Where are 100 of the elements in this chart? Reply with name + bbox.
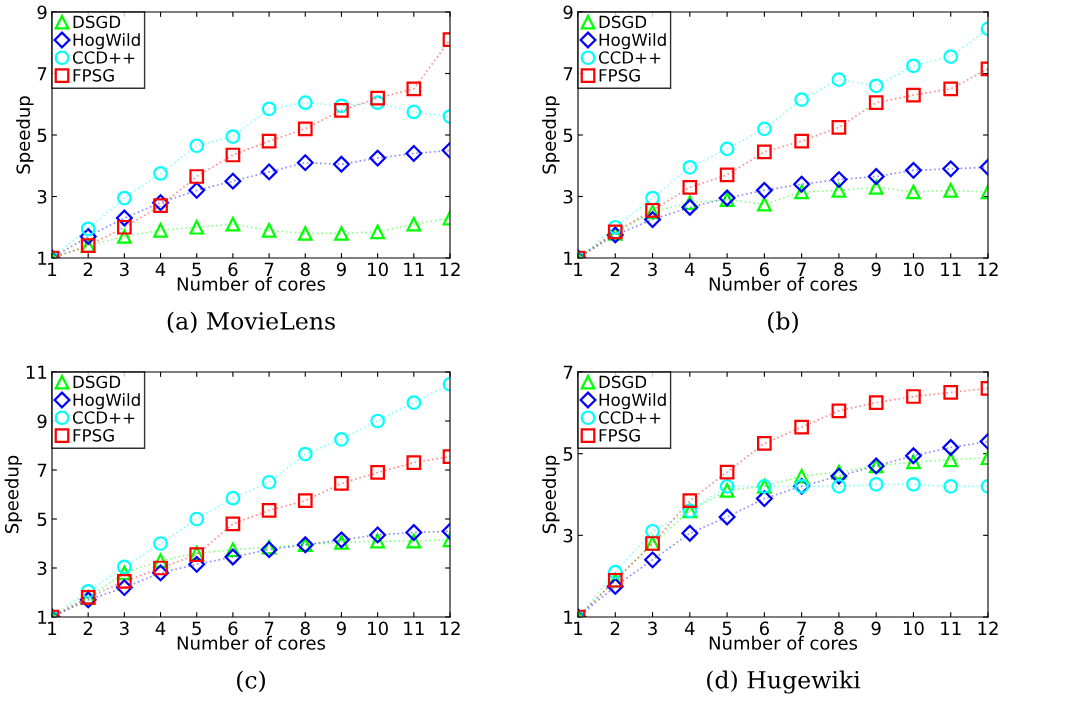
point	[225, 542, 241, 557]
point	[868, 95, 884, 111]
y-axis-title: Speedup	[4, 455, 23, 534]
y-tick-label: 1	[38, 251, 47, 265]
text: (d) Hugewiki	[707, 670, 861, 694]
y-tick-label: 7	[563, 67, 573, 81]
point	[868, 476, 884, 492]
point	[943, 49, 959, 64]
y-tick-label: 3	[37, 561, 47, 576]
x-tick-label: 9	[871, 262, 881, 277]
point	[406, 104, 422, 120]
point	[153, 536, 168, 551]
point	[80, 221, 96, 237]
x-tick-label: 2	[610, 621, 620, 635]
point	[406, 81, 422, 97]
x-tick-label: 11	[941, 621, 961, 635]
point	[334, 103, 349, 118]
point	[794, 184, 809, 200]
point	[757, 196, 772, 212]
point	[755, 181, 773, 199]
point	[332, 155, 350, 173]
point	[719, 141, 735, 157]
x-tick-label: 10	[903, 621, 924, 636]
point	[334, 476, 349, 491]
legend-label: FPSG	[73, 69, 114, 82]
point	[117, 190, 132, 206]
point	[79, 591, 97, 609]
point	[831, 478, 847, 494]
point	[225, 147, 241, 163]
x-tick-label: 8	[834, 262, 844, 277]
point	[755, 490, 773, 508]
point	[80, 583, 96, 599]
legend-label: DSGD	[599, 375, 647, 389]
x-tick-label: 4	[155, 262, 166, 276]
point	[682, 195, 698, 211]
y-tick-label: 7	[37, 67, 47, 81]
legend-label: DSGD	[599, 15, 647, 29]
x-axis-title: Number of cores	[709, 635, 858, 650]
y-tick-label: 7	[563, 365, 573, 379]
x-tick-label: 10	[903, 262, 924, 277]
point	[153, 198, 168, 214]
point	[261, 222, 277, 238]
point	[260, 163, 278, 181]
x-tick-label: 8	[834, 621, 844, 636]
x-tick-label: 12	[978, 621, 998, 635]
point	[117, 565, 132, 581]
x-tick-label: 1	[574, 621, 583, 635]
point	[906, 58, 921, 74]
y-tick-label: 9	[37, 414, 47, 429]
text: (b)	[768, 311, 798, 334]
x-tick-label: 1	[574, 262, 583, 276]
point	[719, 464, 735, 480]
point	[406, 395, 422, 410]
x-tick-label: 2	[83, 621, 93, 635]
point	[718, 508, 736, 526]
point	[370, 413, 385, 429]
point	[868, 179, 884, 195]
x-tick-label: 3	[120, 621, 129, 636]
legend-label: CCD++	[72, 411, 135, 424]
point	[943, 81, 959, 97]
point	[370, 224, 385, 240]
point	[261, 503, 277, 518]
text: (a) MovieLens	[167, 311, 335, 334]
point	[681, 198, 699, 216]
point	[943, 452, 959, 468]
point	[224, 172, 242, 190]
x-tick-label: 6	[759, 621, 769, 636]
point	[942, 160, 960, 178]
x-tick-label: 8	[300, 621, 310, 636]
point	[189, 169, 205, 184]
point	[606, 577, 624, 595]
point	[115, 579, 133, 597]
point	[793, 175, 811, 193]
legend-label: HogWild	[73, 33, 140, 50]
point	[79, 228, 97, 245]
point	[261, 539, 277, 555]
point	[794, 133, 809, 149]
x-tick-label: 8	[300, 262, 310, 277]
point	[831, 464, 847, 480]
point	[117, 219, 132, 235]
x-tick-label: 3	[120, 262, 129, 277]
y-axis-title: Speedup	[542, 96, 560, 174]
x-tick-label: 12	[978, 262, 998, 276]
point	[682, 159, 698, 175]
x-tick-label: 2	[83, 262, 93, 276]
point	[906, 184, 921, 200]
x-tick-label: 9	[871, 621, 881, 636]
point	[831, 72, 847, 88]
point	[334, 226, 349, 241]
point	[794, 92, 809, 107]
point	[406, 455, 422, 471]
point	[334, 98, 349, 114]
point	[188, 181, 206, 199]
x-tick-label: 1	[48, 262, 57, 276]
y-tick-label: 11	[26, 365, 47, 379]
point	[943, 478, 959, 494]
x-tick-label: 11	[404, 621, 424, 635]
legend-label: HogWild	[73, 393, 140, 410]
point	[757, 436, 772, 451]
point	[261, 101, 277, 117]
